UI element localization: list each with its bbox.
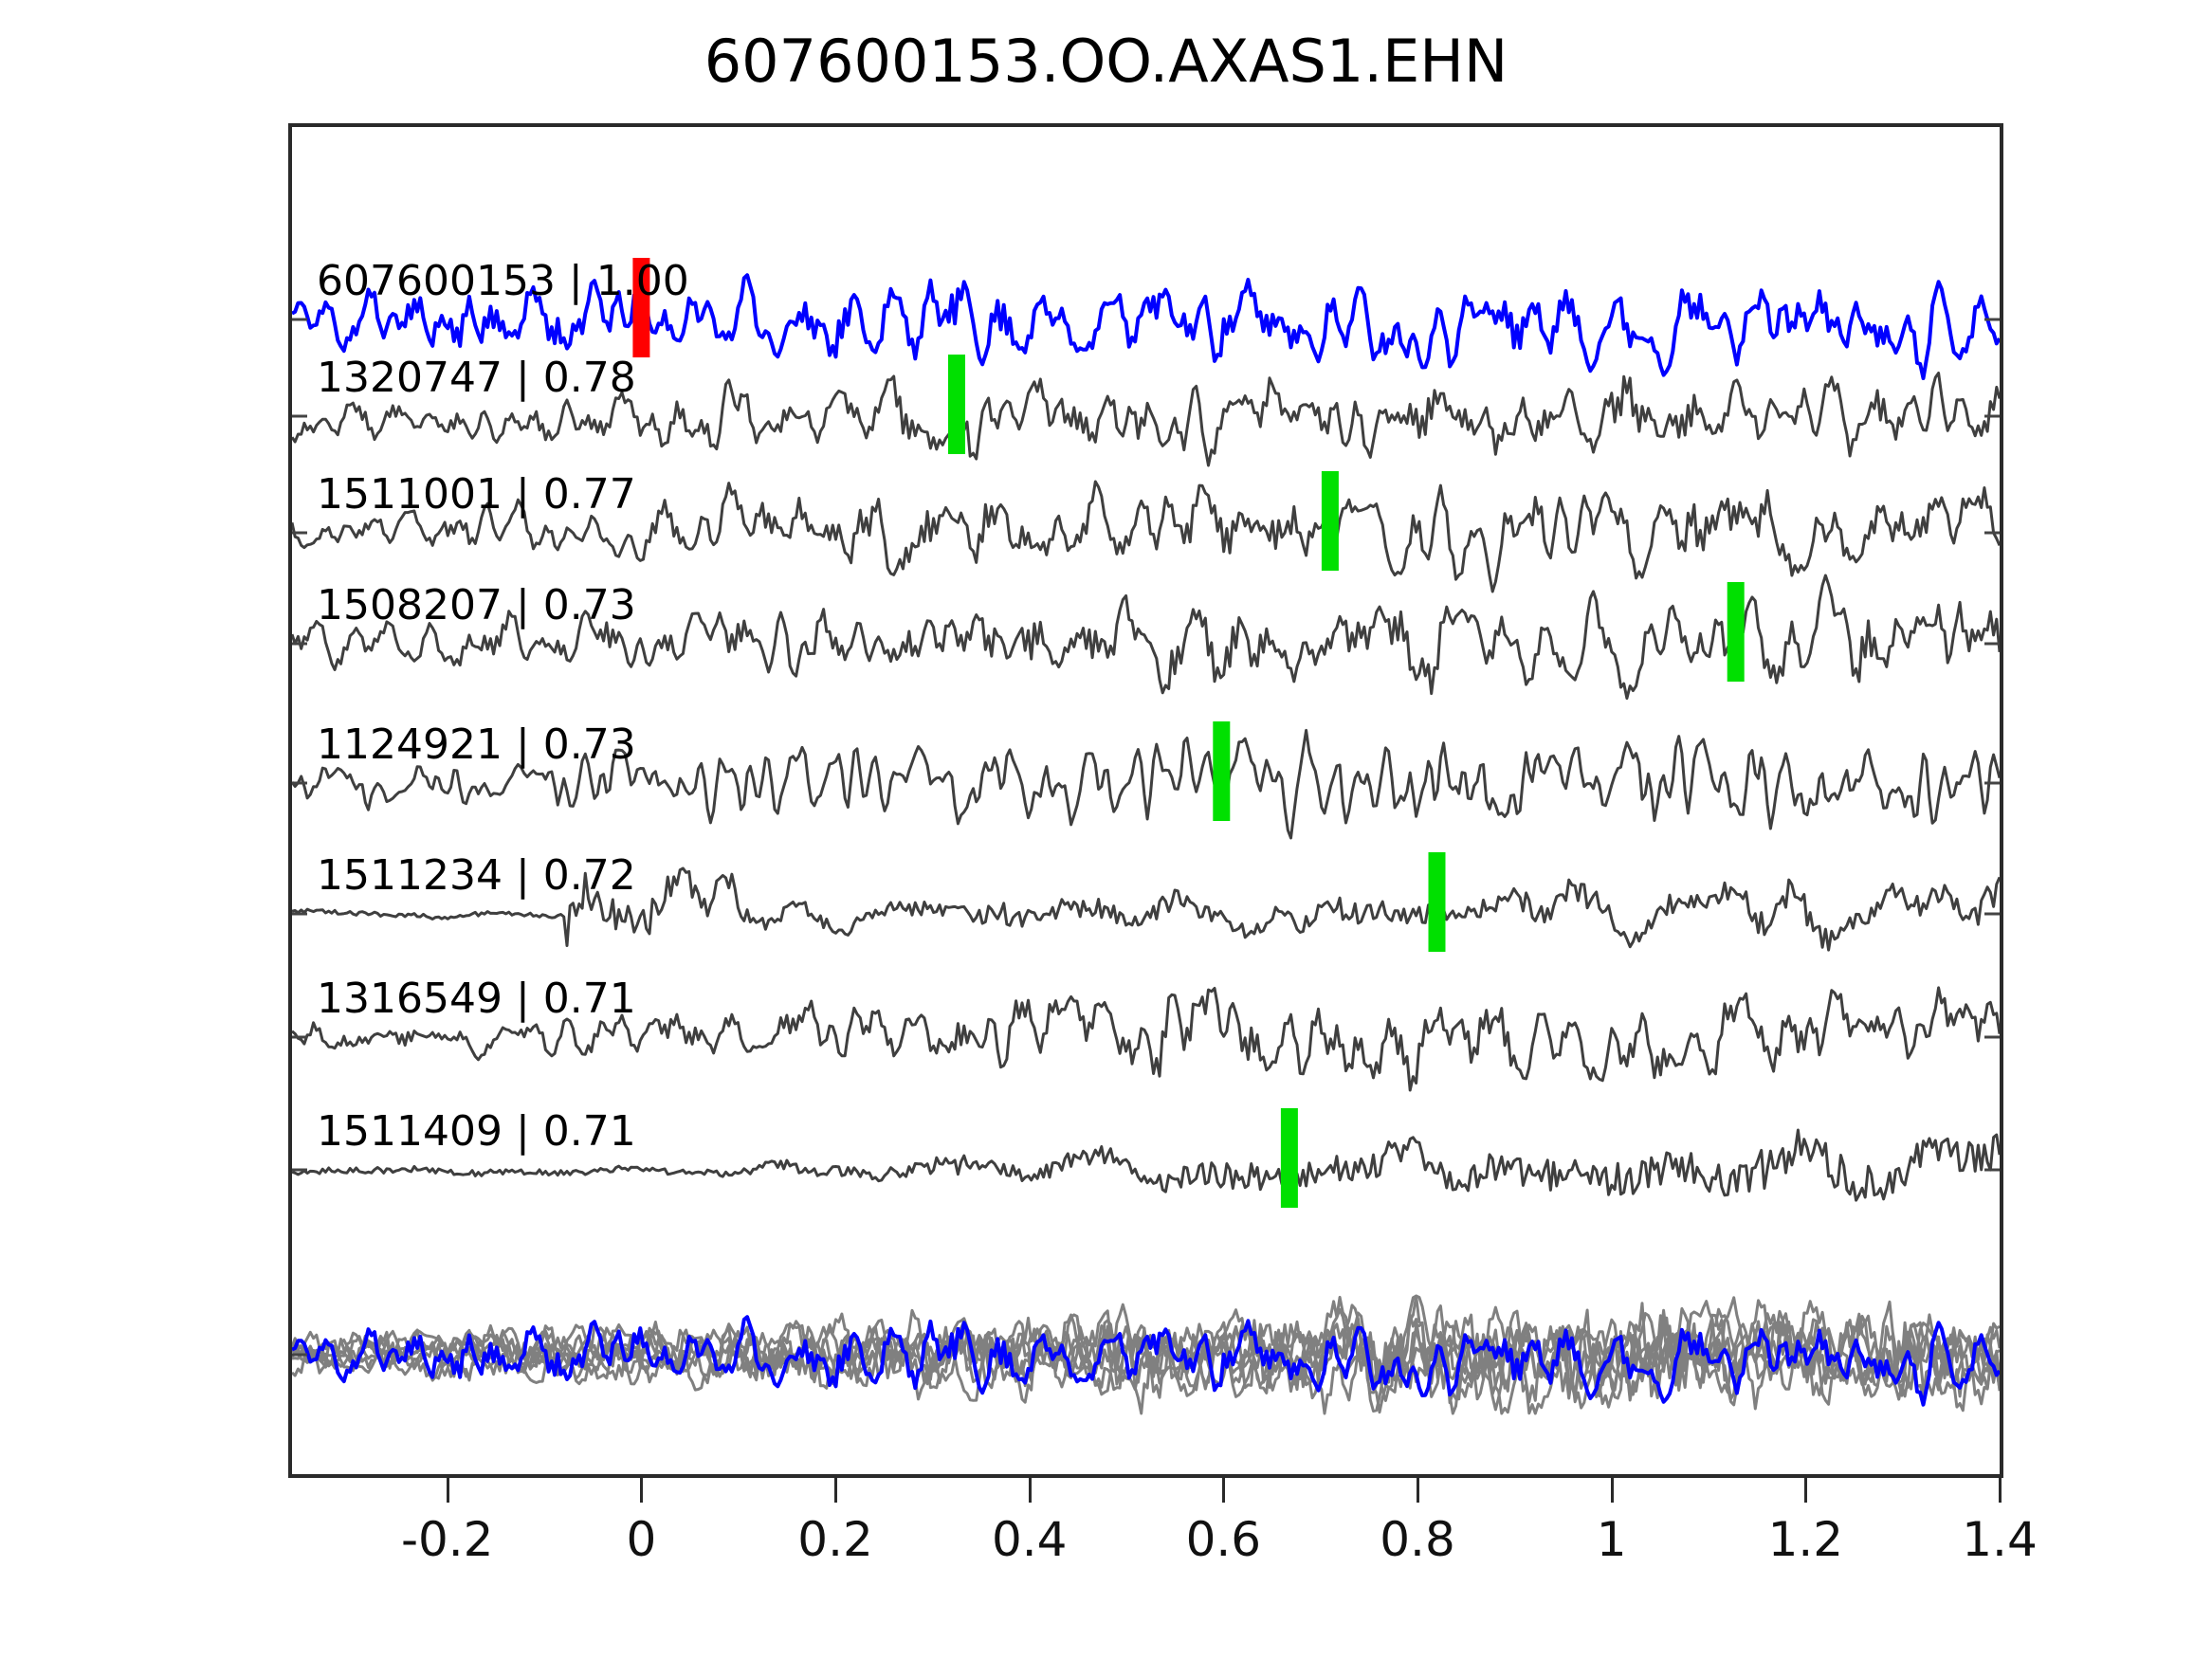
x-tick-label: 0.4 <box>991 1512 1068 1567</box>
x-tick <box>1417 1478 1420 1503</box>
trace-label: 1511234 | 0.72 <box>317 851 636 900</box>
trace-label: 1316549 | 0.71 <box>317 975 636 1023</box>
detection-pick-marker <box>1213 721 1231 821</box>
x-tick-label: 0.6 <box>1185 1512 1262 1567</box>
waveform-trace <box>292 1128 2000 1202</box>
plot-area <box>288 123 2003 1478</box>
detection-pick-marker <box>1321 471 1339 571</box>
trace-label: 1124921 | 0.73 <box>317 720 636 769</box>
x-tick <box>640 1478 644 1503</box>
trace-label: 1320747 | 0.78 <box>317 354 636 402</box>
x-axis: -0.2 0 0.2 0.4 0.6 0.8 1 1.2 1.4 <box>288 1478 2038 1592</box>
x-tick <box>446 1478 449 1503</box>
x-tick-label: 0 <box>626 1512 657 1567</box>
trace-label: 607600153 | 1.00 <box>317 257 689 305</box>
x-tick-label: 0.8 <box>1380 1512 1455 1567</box>
waveform-trace <box>292 986 2000 1092</box>
page-title: 607600153.OO.AXAS1.EHN <box>704 27 1508 96</box>
detection-pick-marker <box>1280 1108 1298 1208</box>
x-tick <box>1028 1478 1032 1503</box>
detection-pick-marker <box>1727 582 1745 682</box>
waveform-trace <box>292 273 2000 380</box>
x-tick-label: 1.2 <box>1767 1512 1844 1567</box>
waveform-trace <box>292 480 2000 593</box>
detection-pick-marker <box>948 355 965 454</box>
plot-inner <box>292 127 2000 1474</box>
x-tick-label: -0.2 <box>400 1512 494 1567</box>
trace-label: 1511409 | 0.71 <box>317 1107 636 1156</box>
x-tick <box>1999 1478 2002 1503</box>
waveform-trace <box>292 728 2000 840</box>
stack-template-trace <box>292 1315 2000 1407</box>
x-tick <box>1222 1478 1226 1503</box>
x-tick <box>834 1478 838 1503</box>
template-pick-marker <box>632 258 650 357</box>
detection-pick-marker <box>1428 852 1446 952</box>
waveform-trace <box>292 574 2000 701</box>
trace-label: 1508207 | 0.73 <box>317 581 636 629</box>
stack-trace <box>292 1300 2000 1415</box>
x-tick <box>1610 1478 1614 1503</box>
stack-trace <box>292 1294 2000 1414</box>
x-tick-label: 1 <box>1596 1512 1627 1567</box>
waveform-trace <box>292 372 2000 467</box>
x-tick-label: 1.4 <box>1962 1512 2038 1567</box>
waveform-canvas <box>292 258 2000 1415</box>
x-tick <box>1804 1478 1808 1503</box>
trace-label: 1511001 | 0.77 <box>317 470 636 519</box>
waveform-trace <box>292 866 2000 952</box>
x-tick-label: 0.2 <box>797 1512 873 1567</box>
